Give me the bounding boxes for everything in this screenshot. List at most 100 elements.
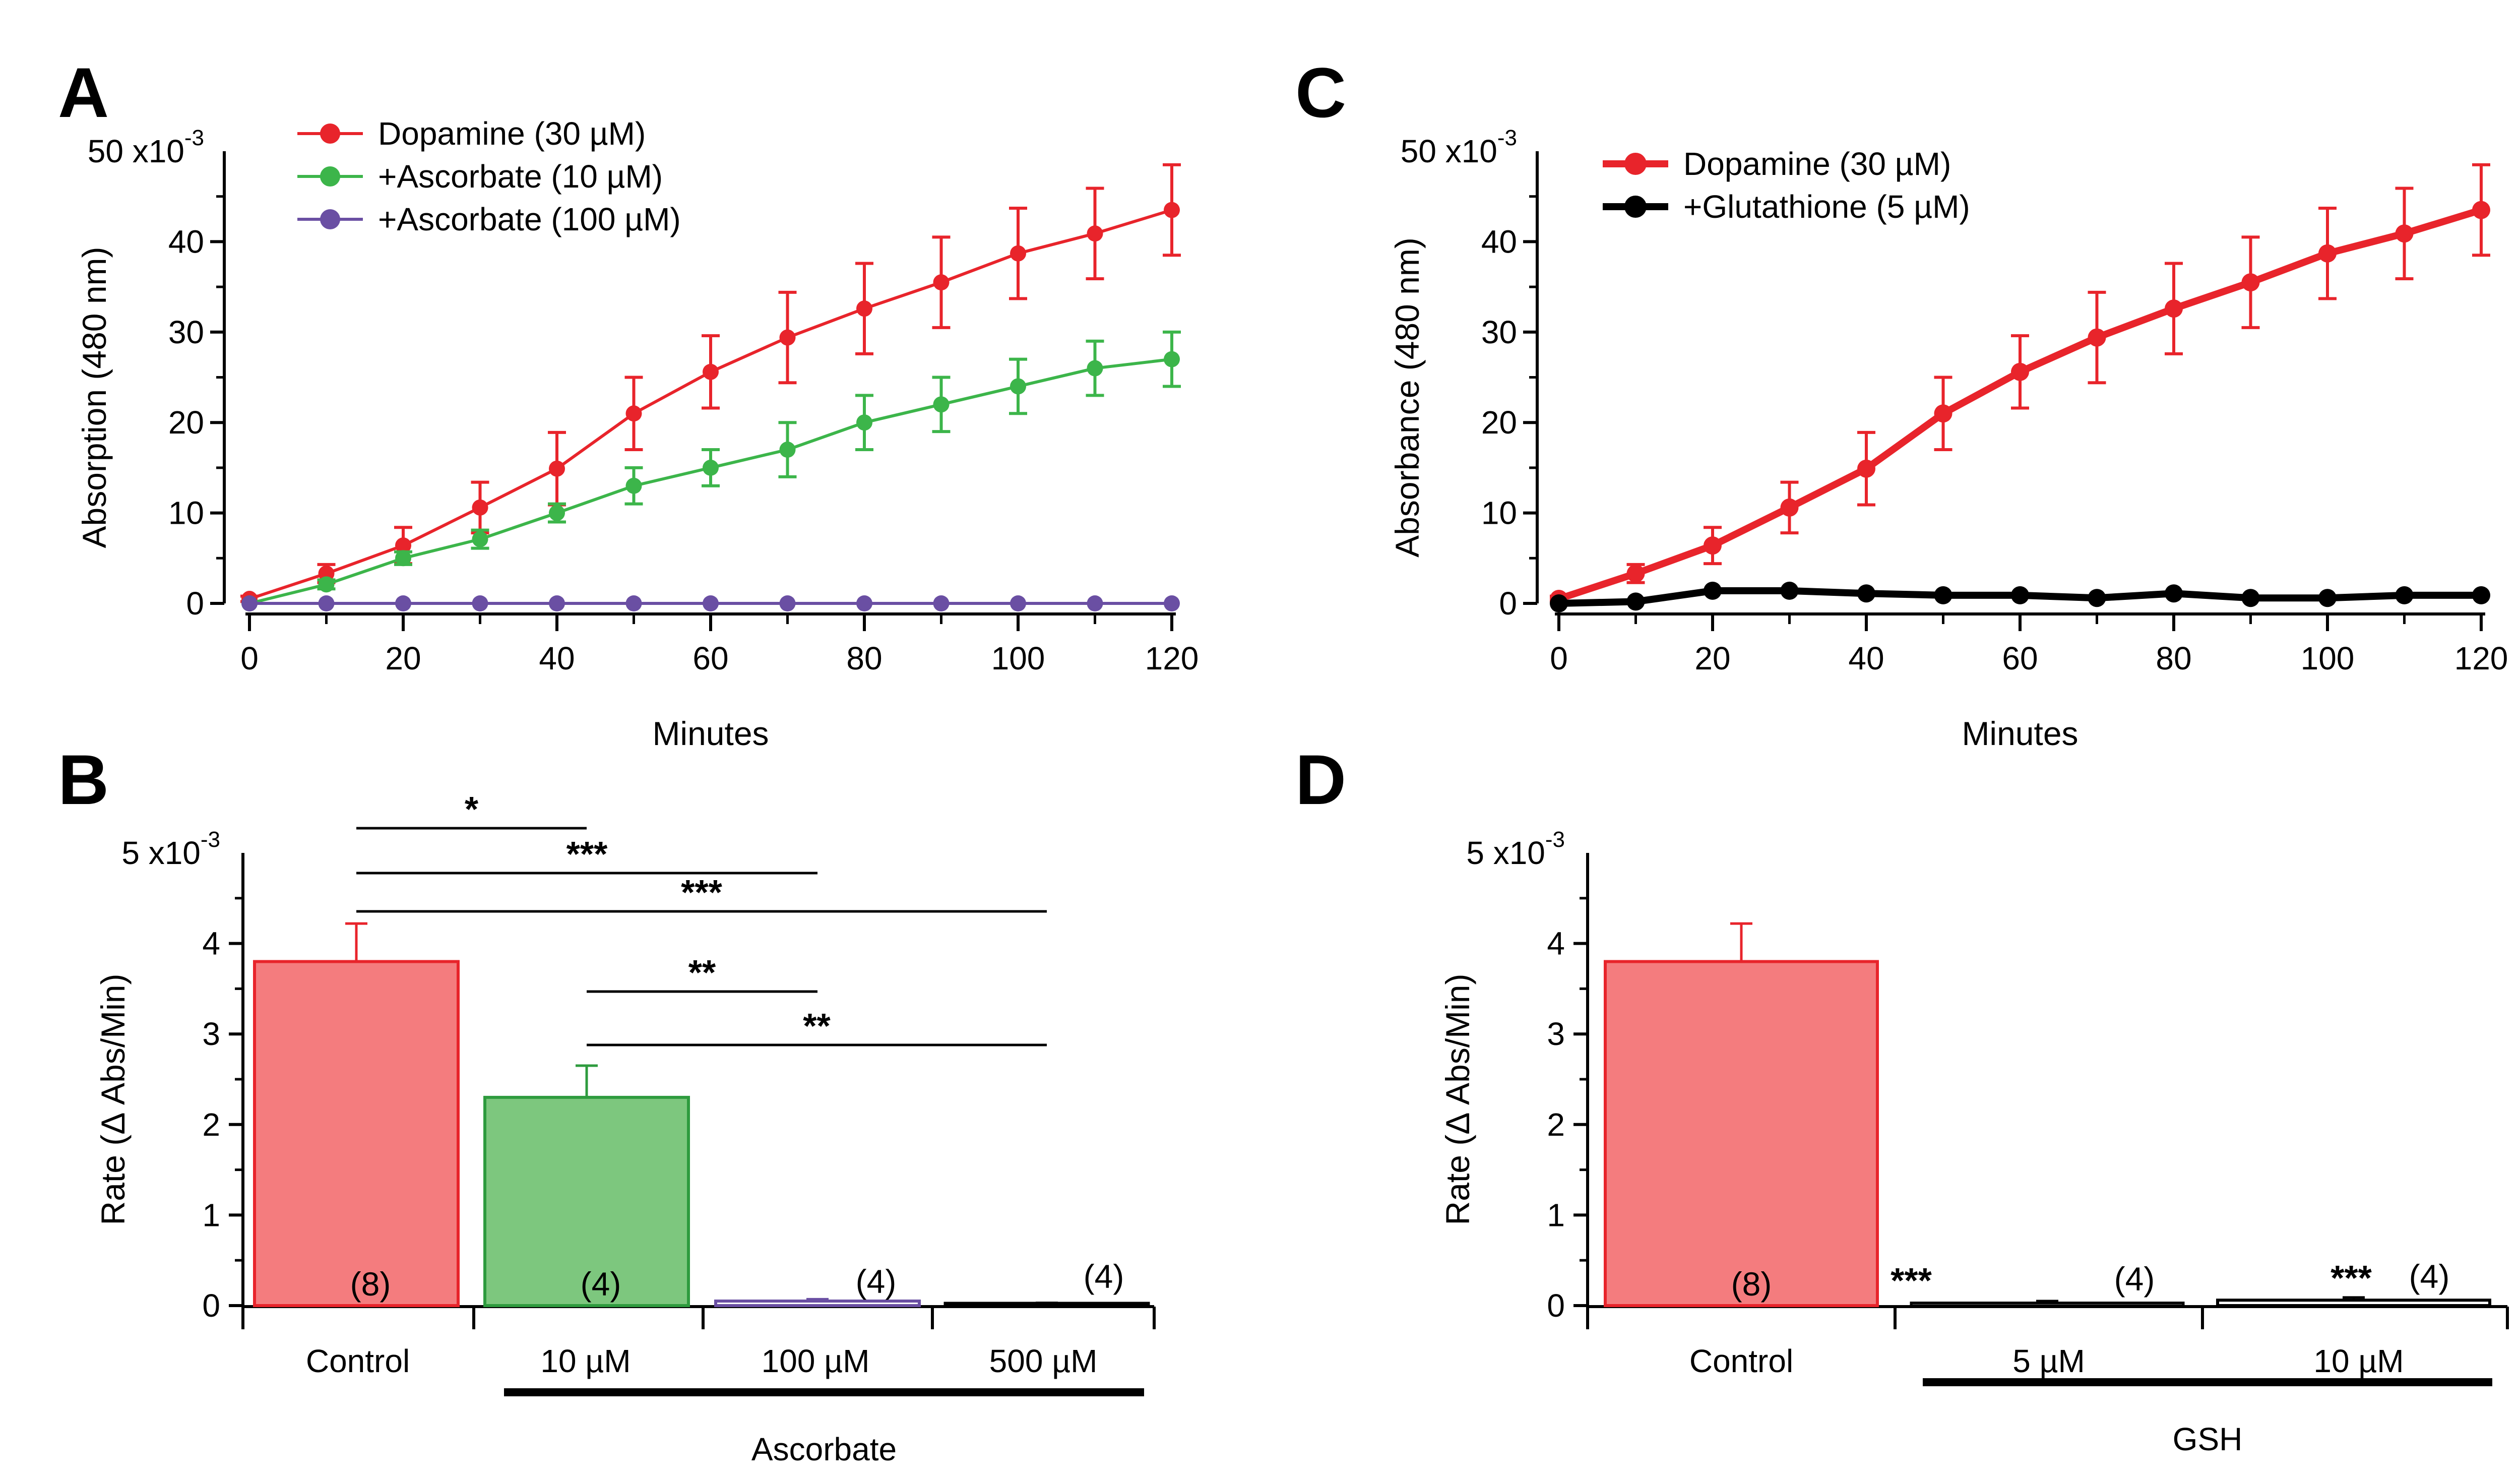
data-point bbox=[1164, 202, 1180, 218]
panel-c-line-chart: 0 10 20 30 40 50 x10-3 0 20 40 60 80 100 120 Minutes A… bbox=[1389, 126, 2508, 752]
legend-swatch-dot bbox=[320, 209, 340, 229]
x-axis-title: Minutes bbox=[1962, 715, 2078, 752]
bar bbox=[2216, 1299, 2491, 1308]
y-tick-label: 30 bbox=[1481, 314, 1517, 350]
y-tick-label: 1 bbox=[202, 1197, 220, 1233]
y-tick-label: 30 bbox=[168, 314, 204, 350]
data-point bbox=[703, 363, 719, 380]
group-label: Ascorbate bbox=[751, 1431, 897, 1467]
x-tick-label: 60 bbox=[2002, 640, 2038, 676]
y-tick-label: 4 bbox=[1547, 926, 1565, 962]
x-tick-label: 0 bbox=[1550, 640, 1568, 676]
data-point bbox=[856, 300, 872, 317]
n-label: (4) bbox=[856, 1263, 897, 1300]
bar bbox=[483, 1095, 690, 1307]
x-tick-label: 20 bbox=[1694, 640, 1730, 676]
data-point bbox=[1857, 584, 1875, 603]
series-dopamine bbox=[1550, 163, 2490, 608]
legend-entry: Dopamine (30 µM) bbox=[378, 115, 646, 152]
y-tick-label: 4 bbox=[202, 926, 220, 962]
x-tick-label: 80 bbox=[2156, 640, 2191, 676]
y-tick-label: 0 bbox=[186, 585, 204, 622]
data-point bbox=[2011, 586, 2029, 604]
data-point bbox=[1010, 595, 1026, 611]
series-glutathione bbox=[1550, 581, 2490, 612]
n-label: (4) bbox=[2409, 1258, 2450, 1295]
panel-label-b: B bbox=[58, 740, 109, 819]
legend-entry: +Glutathione (5 µM) bbox=[1683, 189, 1970, 225]
data-point bbox=[472, 499, 488, 516]
data-point bbox=[1934, 404, 1952, 423]
legend: Dopamine (30 µM) +Ascorbate (10 µM) +Ascor… bbox=[297, 115, 681, 237]
panel-label-d: D bbox=[1295, 740, 1346, 819]
x-tick-label: 100 bbox=[991, 640, 1045, 676]
data-point bbox=[472, 531, 488, 547]
y-tick-label: 2 bbox=[1547, 1106, 1565, 1143]
panel-d-bar-chart: 0 1 2 3 4 5 x10-3 Rate (Δ Abs/Min) (8) Control (4… bbox=[1439, 827, 2509, 1457]
x-category-label: Control bbox=[1689, 1343, 1793, 1379]
data-point bbox=[549, 460, 565, 477]
y-tick-label: 20 bbox=[168, 404, 204, 441]
y-axis-title: Absorption (480 nm) bbox=[76, 247, 113, 548]
data-point bbox=[1164, 351, 1180, 367]
significance-stars: *** bbox=[2330, 1258, 2372, 1298]
legend-swatch-dot bbox=[1624, 196, 1647, 218]
data-point bbox=[2241, 589, 2260, 607]
data-point bbox=[2318, 244, 2337, 263]
data-point bbox=[318, 595, 335, 611]
panel-label-a: A bbox=[58, 53, 109, 132]
significance-stars: ** bbox=[688, 953, 716, 992]
data-point bbox=[625, 405, 642, 422]
y-unit-label: 50 x10-3 bbox=[1401, 126, 1517, 169]
data-point bbox=[2011, 362, 2029, 381]
data-point bbox=[1087, 595, 1103, 611]
data-point bbox=[549, 595, 565, 611]
y-unit-label: 5 x10-3 bbox=[121, 827, 220, 871]
data-point bbox=[2318, 589, 2337, 607]
x-category-label: 100 µM bbox=[762, 1343, 870, 1379]
x-tick-label: 20 bbox=[385, 640, 421, 676]
data-point bbox=[2472, 586, 2490, 604]
data-point bbox=[1626, 592, 1645, 611]
data-point bbox=[1780, 581, 1799, 600]
y-tick-label: 0 bbox=[1499, 585, 1517, 622]
y-axis-title: Rate (Δ Abs/Min) bbox=[1439, 974, 1476, 1225]
n-label: (4) bbox=[1084, 1258, 1124, 1295]
data-point bbox=[2165, 299, 2183, 318]
n-label: (8) bbox=[350, 1265, 391, 1303]
data-point bbox=[2395, 586, 2414, 604]
data-point bbox=[1087, 225, 1103, 242]
significance-stars: *** bbox=[566, 834, 608, 874]
n-label: (8) bbox=[1731, 1265, 1772, 1303]
legend-entry: +Ascorbate (10 µM) bbox=[378, 158, 663, 195]
x-tick-label: 0 bbox=[240, 640, 259, 676]
data-point bbox=[2472, 201, 2490, 219]
x-category-label: 10 µM bbox=[2313, 1343, 2404, 1379]
x-category-label: 500 µM bbox=[989, 1343, 1098, 1379]
x-tick-label: 40 bbox=[539, 640, 575, 676]
data-point bbox=[241, 595, 258, 611]
y-axis-title: Absorbance (480 nm) bbox=[1389, 237, 1426, 558]
bar bbox=[253, 960, 460, 1307]
legend: Dopamine (30 µM) +Glutathione (5 µM) bbox=[1603, 146, 1970, 225]
data-point bbox=[856, 595, 872, 611]
data-point bbox=[1087, 360, 1103, 377]
data-point bbox=[1164, 595, 1180, 611]
x-category-label: 10 µM bbox=[540, 1343, 631, 1379]
data-point bbox=[933, 396, 950, 413]
panel-b-bar-chart: 0 1 2 3 4 5 x10-3 Rate (Δ Abs/Min) (8) Control (4… bbox=[94, 789, 1156, 1467]
y-unit-label: 5 x10-3 bbox=[1466, 827, 1565, 871]
series-ascorbate10 bbox=[241, 330, 1181, 611]
data-point bbox=[1010, 245, 1026, 262]
y-axis-title: Rate (Δ Abs/Min) bbox=[94, 974, 132, 1225]
bar bbox=[1604, 960, 1879, 1307]
legend-swatch-dot bbox=[320, 166, 340, 187]
x-tick-label: 100 bbox=[2301, 640, 2355, 676]
n-label: (4) bbox=[2114, 1260, 2155, 1298]
y-tick-label: 0 bbox=[202, 1287, 220, 1324]
data-point bbox=[318, 576, 335, 593]
y-tick-label: 0 bbox=[1547, 1287, 1565, 1324]
significance-stars: *** bbox=[1891, 1261, 1932, 1300]
data-point bbox=[933, 595, 950, 611]
